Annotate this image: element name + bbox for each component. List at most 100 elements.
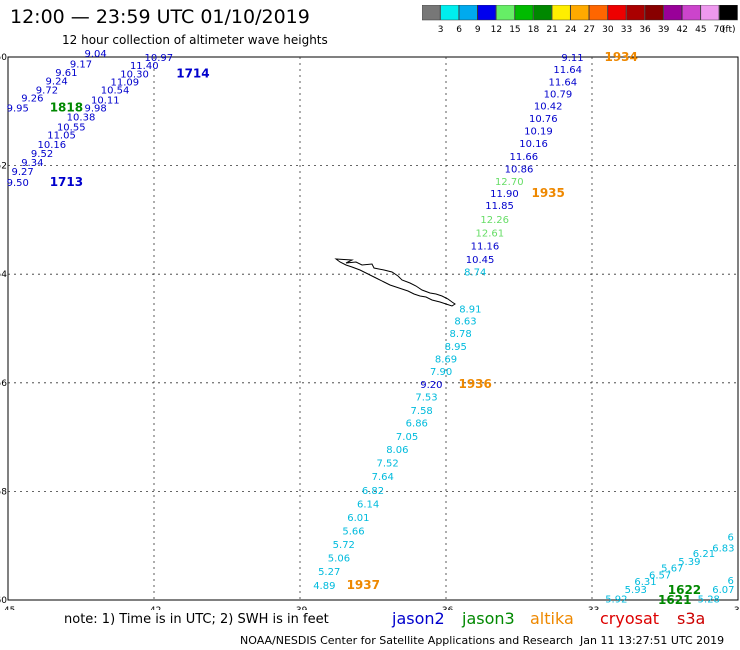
- wave-height-value: 6.01: [347, 513, 369, 524]
- wave-height-value: 9.34: [21, 158, 43, 169]
- wave-height-value: 10.97: [145, 53, 174, 64]
- wave-height-labels: 9.049.179.619.249.729.269.95 181810.9711.…: [7, 49, 735, 607]
- lon-tick-label: -45: [1, 606, 16, 610]
- wave-height-value: 5.66: [342, 526, 364, 537]
- wave-height-value: 10.38: [67, 113, 96, 124]
- wave-height-value: 9.11: [561, 53, 583, 64]
- scale-label: 33: [621, 25, 632, 35]
- scale-label: 18: [528, 25, 540, 35]
- wave-height-value: 8.63: [454, 316, 476, 327]
- wave-height-value: 10.16: [37, 140, 66, 151]
- wave-height-value: 8.69: [435, 354, 457, 365]
- wave-height-value: 7.58: [411, 406, 433, 417]
- scale-label: 15: [509, 25, 520, 35]
- wave-height-value: 11.05: [47, 131, 76, 142]
- wave-height-value: 5.06: [328, 554, 350, 565]
- legend-altika: altika: [530, 609, 574, 628]
- lon-tick-label: -36: [439, 606, 454, 610]
- wave-height-value: 9.26: [21, 94, 43, 105]
- scale-label: 24: [565, 25, 577, 35]
- wave-height-value: 6: [728, 576, 734, 587]
- scale-label: 70: [714, 25, 726, 35]
- color-swatch: [458, 5, 478, 21]
- altimeter-map: -45 -42 -39 -36 -33 -30 -50 -52 -54 -56 -58 -60 9.0…: [0, 49, 740, 610]
- pass-time-label: 1935: [531, 186, 564, 200]
- wave-height-value: 11.64: [553, 65, 582, 76]
- wave-height-value: 12.61: [475, 228, 504, 239]
- wave-height-value: 9.24: [46, 76, 68, 87]
- wave-height-value: 5.92: [605, 594, 627, 605]
- lat-tick-label: -52: [0, 162, 7, 172]
- color-swatch: [626, 5, 645, 21]
- wave-height-value: 11.85: [485, 201, 514, 212]
- scale-label: 36: [639, 25, 651, 35]
- wave-height-value: 10.30: [120, 69, 149, 80]
- wave-height-value: 6.14: [357, 499, 379, 510]
- scale-label: 30: [602, 25, 614, 35]
- wave-height-value: 9.98: [84, 103, 106, 114]
- wave-height-value: 6.21: [693, 549, 715, 560]
- wave-height-value: 10.79: [544, 89, 573, 100]
- color-swatch: [719, 5, 738, 21]
- color-swatch: [551, 5, 571, 21]
- wave-height-value: 5.27: [318, 567, 340, 578]
- wave-height-value: 8.95: [445, 342, 467, 353]
- wave-height-value: 7.90: [430, 367, 452, 378]
- color-swatch: [663, 5, 682, 21]
- wave-height-value: 5.28: [698, 594, 720, 605]
- timestamp: Jan 11 13:27:51 UTC 2019: [580, 634, 725, 647]
- wave-height-value: 11.40: [130, 61, 159, 72]
- color-swatch: [496, 5, 515, 21]
- wave-height-value: 11.66: [510, 152, 539, 163]
- wave-height-value: 9.95: [7, 103, 29, 114]
- color-swatch: [644, 5, 664, 21]
- color-swatch: [570, 5, 590, 21]
- wave-height-value: 6.07: [712, 585, 734, 596]
- lon-tick-label: -42: [147, 606, 162, 610]
- wave-height-value: 6.82: [362, 486, 384, 497]
- wave-height-value: 6.83: [712, 543, 734, 554]
- scale-label: (ft): [722, 25, 736, 35]
- color-swatch: [514, 5, 534, 21]
- lon-tick-label: -30: [731, 606, 740, 610]
- wave-height-value: 10.55: [57, 123, 86, 134]
- legend-jason2: jason2: [392, 609, 445, 628]
- wave-height-value: 9.72: [36, 86, 58, 97]
- wave-height-value: 7.52: [376, 459, 398, 470]
- wave-height-value: 8.78: [449, 329, 471, 340]
- pass-time-label: 1714: [176, 66, 209, 80]
- color-swatch: [589, 5, 608, 21]
- color-scale-legend: 3 6 9 12 15 18 21 24 27 30 33 36 39 42 45 70(ft): [422, 5, 738, 35]
- wave-height-value: 11.64: [548, 77, 577, 88]
- wave-height-value: 11.16: [471, 241, 500, 252]
- wave-height-value: 10.76: [529, 114, 558, 125]
- wave-height-value: 11.09: [110, 77, 139, 88]
- wave-height-value: 12.70: [495, 177, 524, 188]
- color-swatch: [533, 5, 552, 21]
- color-swatch: [477, 5, 497, 21]
- legend-s3a: s3a: [677, 609, 706, 628]
- wave-height-value: 8.74: [464, 267, 486, 278]
- pass-time-label: 1934: [604, 50, 637, 64]
- wave-height-value: 9.61: [55, 68, 77, 79]
- lon-tick-label: -39: [293, 606, 308, 610]
- pass-time-label: 1621: [658, 593, 691, 607]
- wave-height-value: 7.64: [372, 472, 394, 483]
- wave-height-value: 4.89: [313, 581, 335, 592]
- chart-title: 12:00 — 23:59 UTC 01/10/2019: [10, 6, 310, 28]
- wave-height-value: 6.31: [634, 577, 656, 588]
- wave-height-value: 6.86: [406, 418, 428, 429]
- wave-height-value: 7.05: [396, 432, 418, 443]
- south-georgia-coastline: [334, 258, 456, 307]
- scale-label: 12: [491, 25, 502, 35]
- wave-height-value: 11.90: [490, 189, 519, 200]
- chart-subtitle: 12 hour collection of altimeter wave hei…: [62, 33, 328, 47]
- wave-height-value: 5.67: [661, 563, 683, 574]
- lat-tick-label: -58: [0, 487, 7, 497]
- tick-labels: -45 -42 -39 -36 -33 -30 -50 -52 -54 -56 -58 -60: [0, 53, 740, 610]
- pass-time-label: 1936: [458, 377, 491, 391]
- scale-label: 6: [456, 25, 462, 35]
- scale-label: 39: [658, 25, 670, 35]
- credit-text: NOAA/NESDIS Center for Satellite Applica…: [240, 634, 574, 647]
- scale-label: 45: [695, 25, 706, 35]
